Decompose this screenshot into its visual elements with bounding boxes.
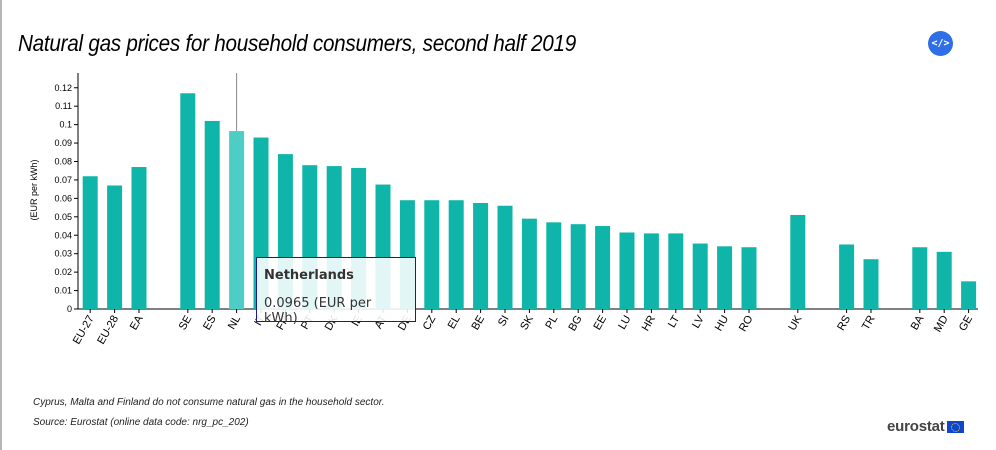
bar-rs[interactable] [839,244,855,309]
y-tick-label: 0 [67,304,72,314]
bar-lu[interactable] [619,232,635,309]
x-tick-label: EL [446,314,463,332]
y-tick-label: 0.02 [54,267,72,277]
x-tick-label: LT [666,313,683,330]
tooltip-value: 0.0965 (EUR per kWh) [264,296,372,326]
y-tick-label: 0.11 [55,101,72,111]
bar-ba[interactable] [912,247,928,309]
x-tick-label: LV [690,313,707,331]
embed-button[interactable]: </> [928,31,953,56]
bar-si[interactable] [497,205,513,309]
x-tick-label: LU [616,313,633,331]
bar-bg[interactable] [570,224,586,309]
x-tick-label: GE [957,314,975,334]
y-tick-label: 0.07 [54,175,72,185]
bar-cz[interactable] [424,200,440,309]
bar-md[interactable] [936,251,952,309]
x-tick-label: ES [201,314,219,333]
bar-nl[interactable] [229,131,245,309]
y-axis: 0 0.01 0.02 0.03 0.04 0.05 0.06 0.07 0.08 0.09 0.1… [54,73,978,314]
x-tick-label: EA [128,313,146,332]
x-tick-label: MD [932,313,951,334]
y-tick-label: 0.05 [54,212,72,222]
bar-ro[interactable] [741,247,757,309]
bar-lt[interactable] [668,233,684,309]
x-tick-label: SE [177,314,195,333]
tooltip-title: Netherlands [264,268,354,283]
x-tick-label: HU [713,313,731,333]
bar-hu[interactable] [717,246,733,309]
x-tick-label: RS [835,314,853,333]
bar-ee[interactable] [595,226,611,309]
y-axis-label: (EUR per kWh) [29,159,39,220]
bar-tr[interactable] [863,259,879,309]
bar-uk[interactable] [790,214,806,309]
x-tick-label: RO [737,313,756,334]
chart-title: Natural gas prices for household consume… [18,30,576,56]
tooltip: Netherlands 0.0965 (EUR per kWh) [256,257,416,326]
bars [82,93,977,309]
x-tick-label: SI [496,314,512,329]
bar-eu-27[interactable] [82,176,98,309]
x-tick-label: CZ [421,313,439,332]
logo-text: eurostat [887,418,945,435]
left-border [0,0,2,450]
x-tick-label: BG [566,314,584,334]
x-tick-label: EU-28 [95,314,121,347]
eurostat-logo: eurostat [887,418,964,435]
bar-be[interactable] [473,202,489,309]
y-tick-label: 0.03 [54,249,72,259]
code-embed-icon: </> [931,38,950,49]
y-tick-label: 0.04 [54,230,72,240]
x-tick-label: HR [640,313,658,333]
x-tick-label: PL [543,314,560,332]
x-tick-label: BE [469,314,487,333]
bar-el[interactable] [448,200,464,309]
bar-hr[interactable] [643,233,659,309]
bar-se[interactable] [180,93,196,309]
x-tick-label: EU-27 [71,314,97,347]
bar-ea[interactable] [131,167,147,309]
x-tick-label: SK [518,313,536,332]
source-note: Source: Eurostat (online data code: nrg_… [33,417,249,428]
x-tick-label: TR [860,313,878,332]
y-tick-label: 0.01 [54,286,72,296]
y-tick-label: 0.12 [54,83,72,93]
x-tick-label: NL [226,314,243,332]
y-tick-label: 0.08 [54,157,72,167]
bar-es[interactable] [204,120,220,309]
x-tick-label: BA [909,313,927,332]
y-tick-label: 0.1 [59,120,72,130]
x-axis: EU-27EU-28EASEESNLITFRPTDKIEATDECZELBESI… [71,309,975,347]
y-tick-label: 0.06 [54,193,72,203]
bar-ge[interactable] [961,281,977,309]
bar-lv[interactable] [692,243,708,309]
y-tick-label: 0.09 [54,138,72,148]
x-tick-label: EE [591,314,609,333]
bar-pl[interactable] [546,222,562,309]
bar-sk[interactable] [521,218,537,309]
eu-flag-icon [946,420,964,433]
footnote: Cyprus, Malta and Finland do not consume… [33,397,385,408]
x-tick-label: UK [786,313,804,333]
bar-eu-28[interactable] [107,185,123,309]
